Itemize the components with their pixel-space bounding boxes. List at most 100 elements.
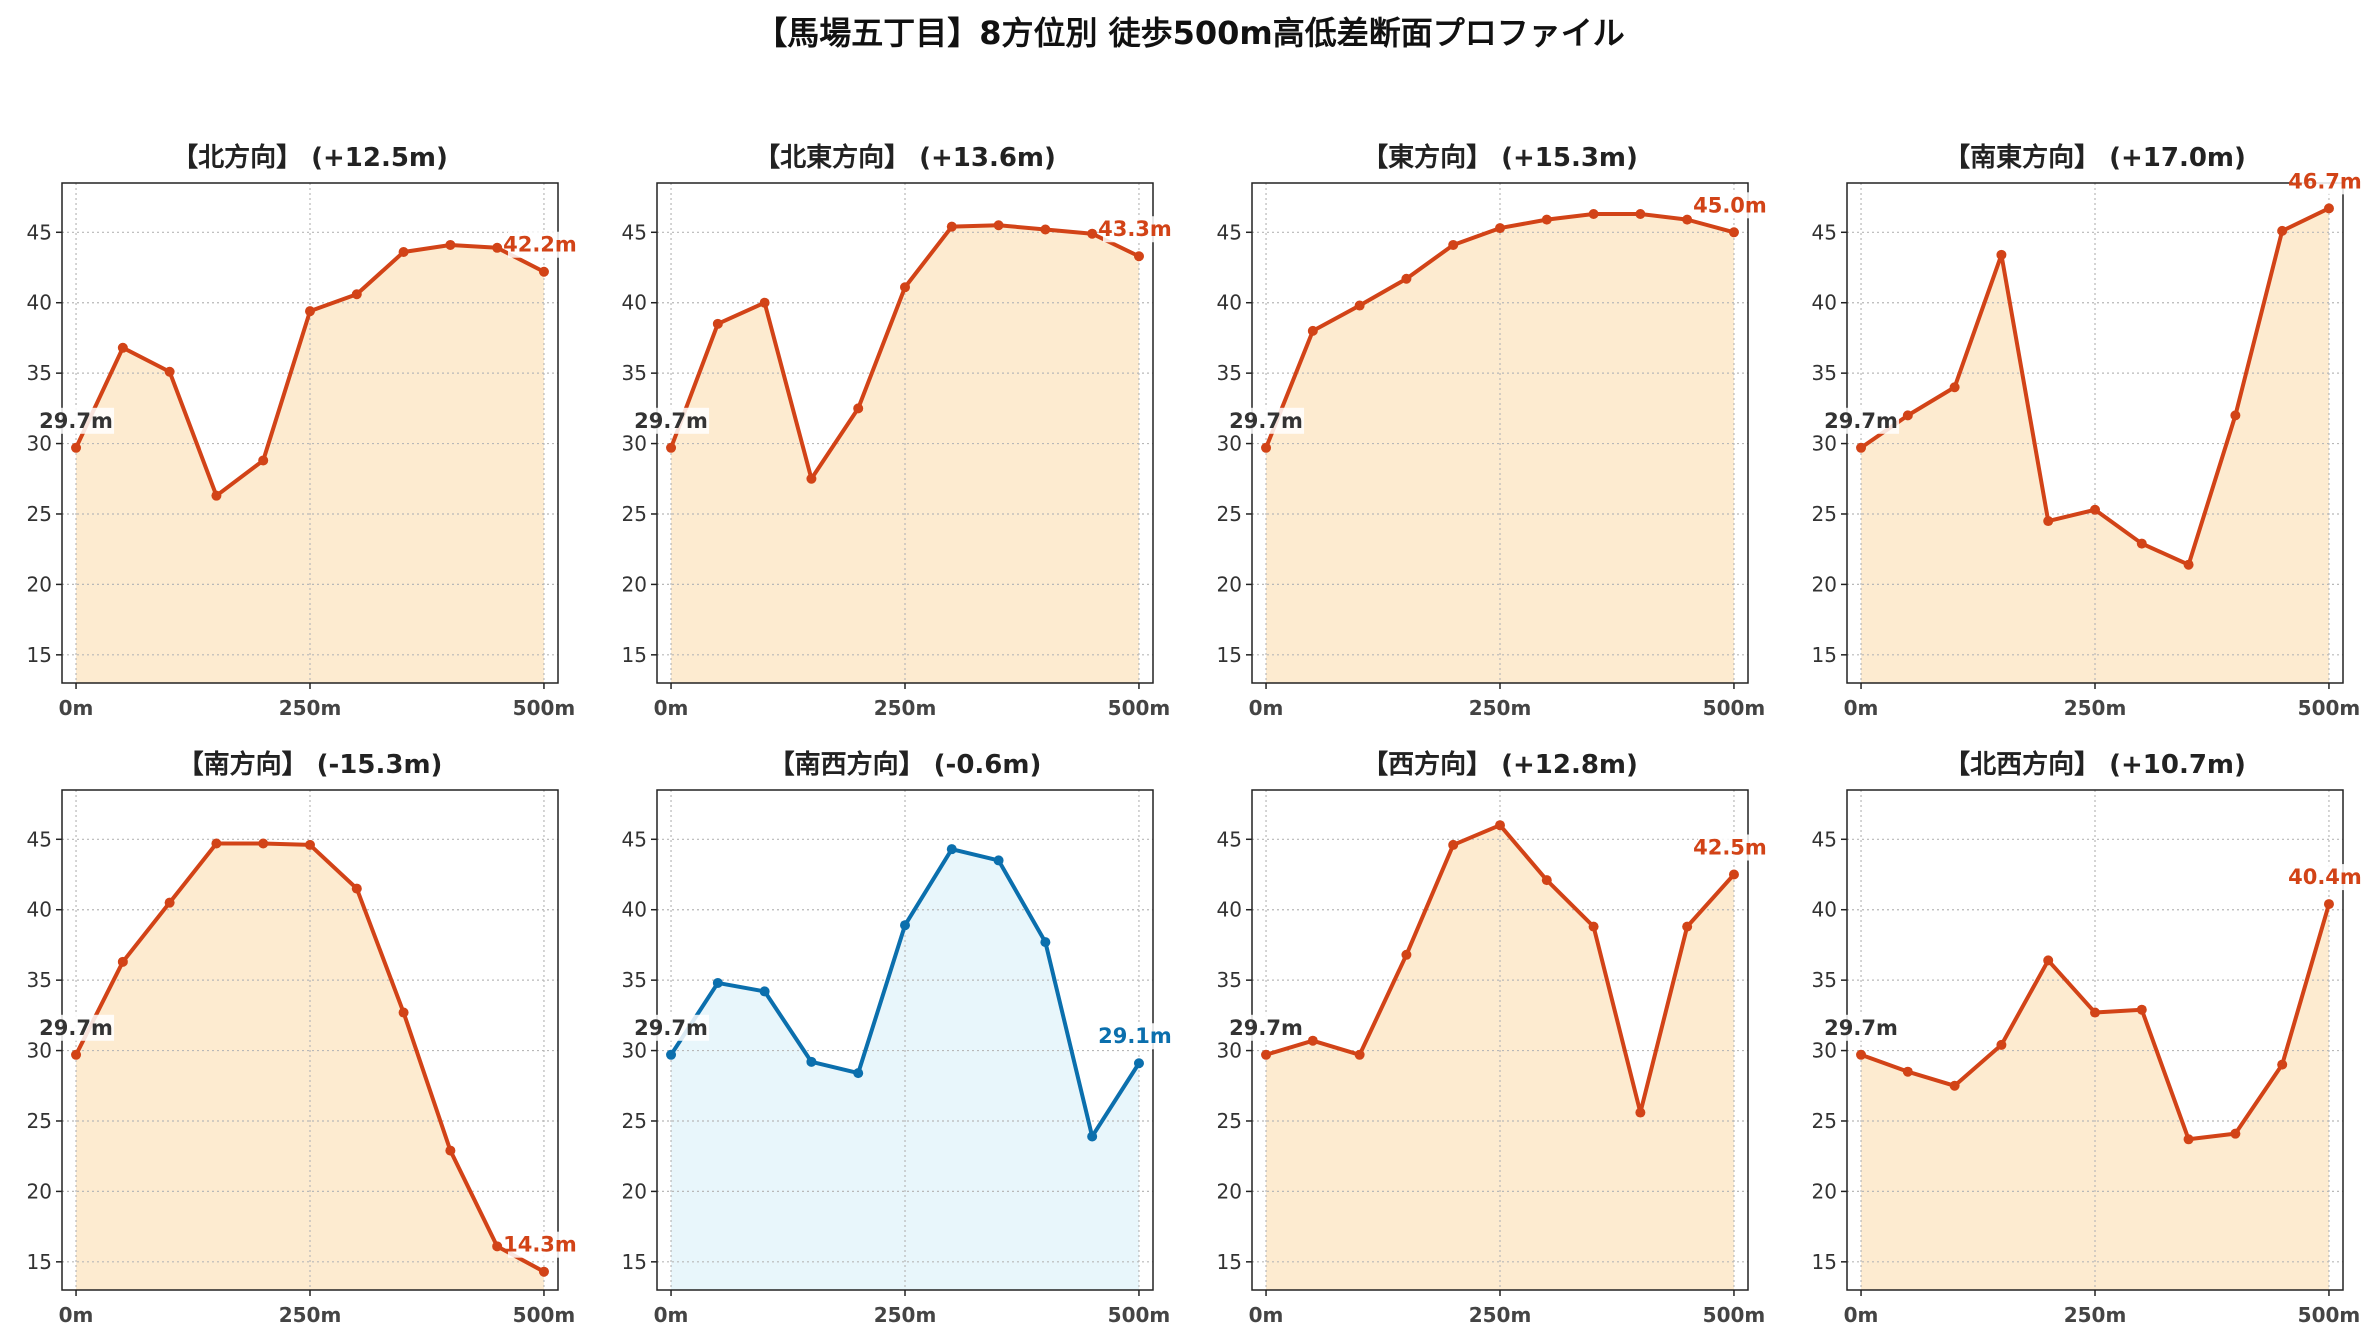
end-elevation-label: 29.1m [1098,1024,1172,1048]
direction-panel: 15 20 25 30 35 40 45 0m 250m 500m 【北西方向】 (+10.7m) 2… [1812,749,2362,1327]
x-tick-label: 500m [1703,696,1766,720]
y-tick-label: 30 [1217,432,1242,456]
x-tick-label: 250m [874,696,937,720]
elevation-point [445,239,456,250]
y-tick-label: 40 [27,291,52,315]
elevation-point [1354,1049,1365,1060]
elevation-point [2323,899,2334,910]
y-tick-label: 45 [1217,220,1242,244]
end-label-box [1102,1023,1165,1050]
elevation-point [1448,839,1459,850]
elevation-point [1307,325,1318,336]
elevation-point [1949,382,1960,393]
y-tick-label: 30 [622,432,647,456]
elevation-point [2183,559,2194,570]
elevation-point [1996,249,2007,260]
y-tick-label: 15 [27,1250,52,1274]
x-tick-label: 0m [654,1303,689,1327]
elevation-point [1635,208,1646,219]
x-tick-label: 500m [1108,696,1171,720]
direction-panel: 15 20 25 30 35 40 45 0m 250m 500m 【南方向】 (-15.3m) 29… [27,749,577,1327]
x-tick-label: 500m [2298,1303,2361,1327]
y-tick-label: 45 [27,827,52,851]
x-tick-label: 250m [279,696,342,720]
elevation-point [1087,1131,1098,1142]
elevation-point [1541,875,1552,886]
elevation-point [806,1056,817,1067]
elevation-point [492,1241,503,1252]
elevation-point [538,266,549,277]
y-tick-label: 40 [1812,898,1837,922]
direction-panel: 15 20 25 30 35 40 45 0m 250m 500m 【北方向】 (+12.5m) 29… [27,142,577,720]
start-elevation-label: 29.7m [39,1016,113,1040]
end-elevation-label: 42.5m [1693,836,1767,860]
elevation-point [1902,410,1913,421]
y-tick-label: 40 [1217,898,1242,922]
y-tick-label: 40 [622,898,647,922]
elevation-point [1728,227,1739,238]
elevation-point [666,1049,677,1060]
elevation-point [1133,1058,1144,1069]
y-tick-label: 30 [1217,1039,1242,1063]
y-tick-label: 25 [1812,502,1837,526]
y-tick-label: 20 [1812,1179,1837,1203]
elevation-point [164,366,175,377]
start-elevation-label: 29.7m [1824,1016,1898,1040]
y-tick-label: 25 [622,1109,647,1133]
start-label-box [651,407,710,434]
elevation-point [2090,1007,2100,1018]
y-tick-label: 30 [1812,1039,1837,1063]
elevation-point [759,986,770,997]
y-tick-label: 25 [27,502,52,526]
elevation-point [1354,300,1365,311]
elevation-point [211,838,222,849]
elevation-point [1902,1066,1913,1077]
panel-title: 【南西方向】 (-0.6m) [769,749,1042,780]
elevation-point [258,455,269,466]
y-tick-label: 15 [1812,1250,1837,1274]
elevation-point [117,956,128,967]
start-elevation-label: 29.7m [634,409,708,433]
x-tick-label: 500m [513,1303,576,1327]
y-tick-label: 35 [1217,968,1242,992]
start-label-box [1246,407,1305,434]
y-tick-label: 35 [1812,361,1837,385]
y-tick-label: 15 [622,1250,647,1274]
elevation-point [900,920,910,931]
elevation-point [1728,869,1739,880]
elevation-point [351,883,362,894]
y-tick-label: 45 [1812,220,1837,244]
elevation-point [1040,937,1051,948]
start-label-box [56,407,115,434]
start-elevation-label: 29.7m [39,409,113,433]
elevation-point [117,342,128,353]
elevation-point [305,839,315,850]
x-tick-label: 250m [874,1303,937,1327]
elevation-area [671,849,1139,1290]
x-tick-label: 0m [654,696,689,720]
y-tick-label: 30 [27,1039,52,1063]
y-tick-label: 15 [27,643,52,667]
y-tick-label: 45 [622,827,647,851]
x-tick-label: 0m [59,1303,94,1327]
elevation-point [164,897,175,908]
y-tick-label: 30 [622,1039,647,1063]
elevation-point [2323,203,2334,214]
y-tick-label: 35 [1217,361,1242,385]
x-tick-label: 250m [2064,1303,2127,1327]
elevation-point [853,1068,864,1079]
start-label-box [56,1014,115,1041]
elevation-point [492,242,503,253]
x-tick-label: 0m [1249,1303,1284,1327]
elevation-point [1682,921,1693,932]
elevation-point [1949,1080,1960,1091]
panel-title: 【北西方向】 (+10.7m) [1944,749,2246,780]
elevation-area [1861,904,2329,1290]
x-tick-label: 0m [1844,1303,1879,1327]
y-tick-label: 35 [27,968,52,992]
y-tick-label: 25 [1217,1109,1242,1133]
elevation-point [2277,1059,2288,1070]
end-label-box [1102,216,1165,243]
y-tick-label: 35 [622,361,647,385]
